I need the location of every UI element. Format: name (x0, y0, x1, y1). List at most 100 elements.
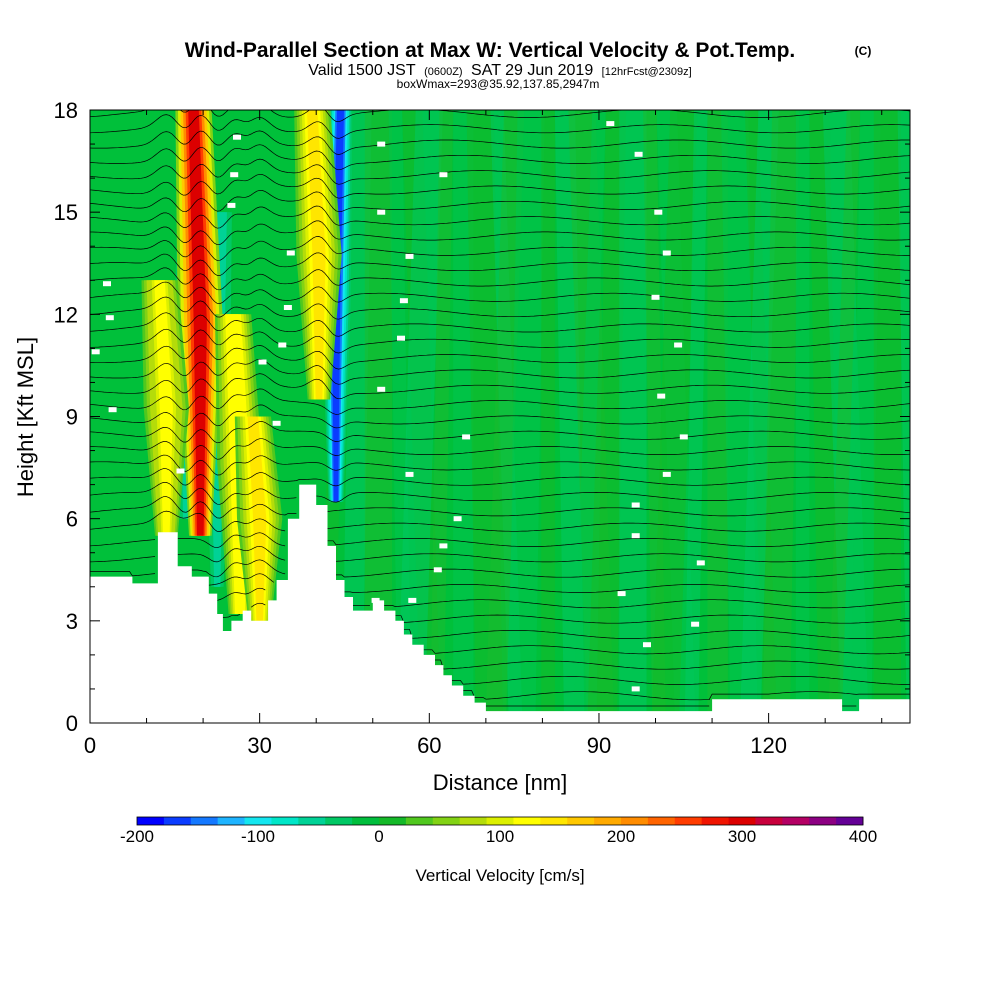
y-tick-label: 12 (54, 302, 78, 327)
theta-contour-label (439, 172, 448, 178)
theta-contour (90, 281, 910, 304)
theta-contour-label (405, 471, 414, 477)
theta-contour (90, 252, 910, 276)
theta-contour-label (433, 567, 442, 573)
colorbar-swatch (137, 817, 165, 825)
theta-contour-label (405, 253, 414, 259)
valid-date: SAT 29 Jun 2019 (471, 62, 593, 79)
theta-contour-label (91, 349, 100, 355)
y-tick-label: 0 (66, 711, 78, 736)
theta-contour (90, 559, 910, 578)
theta-contour (90, 373, 910, 400)
theta-contour-label (617, 591, 626, 597)
background-streak (397, 110, 443, 713)
valid-time: Valid 1500 JST (308, 62, 416, 79)
colorbar-label: 100 (486, 827, 514, 846)
background-streak (897, 110, 910, 713)
theta-contour-label (108, 407, 117, 413)
updraft-band (188, 110, 207, 536)
theta-contour-label (453, 516, 462, 522)
background-streak (453, 110, 474, 713)
theta-contour (90, 114, 910, 139)
updraft-band (247, 416, 267, 621)
theta-contour (90, 345, 910, 370)
colorbar-swatch (163, 817, 192, 825)
y-tick-label: 18 (54, 98, 78, 123)
y-axis-label: Height [Kft MSL] (13, 337, 38, 497)
forecast-info: [12hrFcst@2309z] (602, 66, 692, 78)
theta-contour-label (631, 533, 640, 539)
theta-contour-label (258, 359, 267, 365)
colorbar-swatch (325, 817, 353, 825)
theta-contour-label (654, 209, 663, 215)
background-streak (574, 110, 606, 713)
y-tick-label: 3 (66, 609, 78, 634)
theta-contour (90, 438, 910, 460)
background-streak (364, 110, 392, 713)
theta-contour-label (606, 121, 615, 127)
theta-contour (90, 358, 910, 385)
theta-contour-label (397, 335, 405, 341)
background-streak (596, 110, 627, 713)
colorbar-swatch (271, 817, 299, 825)
colorbar-swatch (594, 817, 622, 825)
background-streak (619, 110, 647, 713)
theta-contour (423, 645, 910, 655)
background-streak (873, 110, 901, 713)
x-tick-label: 90 (587, 733, 611, 758)
colorbar-swatch (405, 817, 434, 825)
theta-contour-label (399, 298, 408, 304)
theta-contour-label (377, 141, 386, 147)
theta-contour (90, 267, 910, 291)
theta-contour-labels (91, 121, 705, 692)
colorbar-label: 400 (849, 827, 877, 846)
theta-contour (90, 189, 910, 213)
theta-contour (222, 602, 910, 624)
box-wmax-info: boxWmax=293@35.92,137.85,2947m (397, 77, 600, 91)
background-streak (430, 110, 454, 713)
colorbar-swatch (728, 817, 756, 825)
theta-contour-label (643, 642, 651, 648)
theta-contour (90, 236, 910, 261)
x-tick-label: 0 (84, 733, 96, 758)
x-tick-label: 30 (247, 733, 271, 758)
theta-contour-label (651, 294, 660, 300)
theta-contour (90, 468, 910, 491)
updraft-band (307, 110, 326, 400)
theta-contour-label (439, 543, 448, 549)
theta-contour (90, 158, 910, 185)
theta-contour (451, 675, 910, 685)
theta-contour-label (662, 471, 671, 477)
theta-contour-label (631, 686, 640, 692)
colorbar-swatch (432, 817, 461, 825)
theta-contour-label (377, 209, 386, 215)
theta-contour (90, 205, 910, 229)
background-streak (795, 110, 810, 713)
colorbar-swatch (755, 817, 783, 825)
theta-contour (90, 388, 910, 415)
theta-contour-label (286, 250, 295, 256)
colorbar-swatch (459, 817, 487, 825)
theta-contour (208, 573, 910, 593)
colorbar-swatch (836, 817, 864, 825)
theta-contour (90, 130, 910, 155)
colorbar-label: 200 (607, 827, 635, 846)
theta-contour (90, 220, 910, 246)
theta-contour-label (691, 621, 700, 627)
drafts-layer (141, 110, 353, 621)
theta-contour-label (462, 434, 471, 440)
colorbar: -200 -100 0 100 200 300 400 (120, 816, 877, 846)
colorbar-swatch (647, 817, 676, 825)
theta-contour-label (634, 151, 643, 157)
x-axis-label: Distance [nm] (433, 770, 568, 795)
theta-contour-label (233, 134, 241, 140)
theta-contour (90, 421, 910, 444)
theta-contour-label (679, 434, 688, 440)
background-streak (485, 110, 525, 713)
colorbar-label: -100 (241, 827, 275, 846)
y-tick-label: 15 (54, 200, 78, 225)
theta-contour (217, 587, 910, 609)
theta-contour-label (657, 393, 666, 399)
theta-contour-label (230, 172, 239, 178)
